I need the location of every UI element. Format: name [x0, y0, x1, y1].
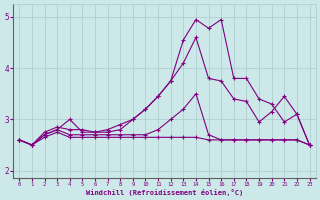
X-axis label: Windchill (Refroidissement éolien,°C): Windchill (Refroidissement éolien,°C) [86, 189, 243, 196]
